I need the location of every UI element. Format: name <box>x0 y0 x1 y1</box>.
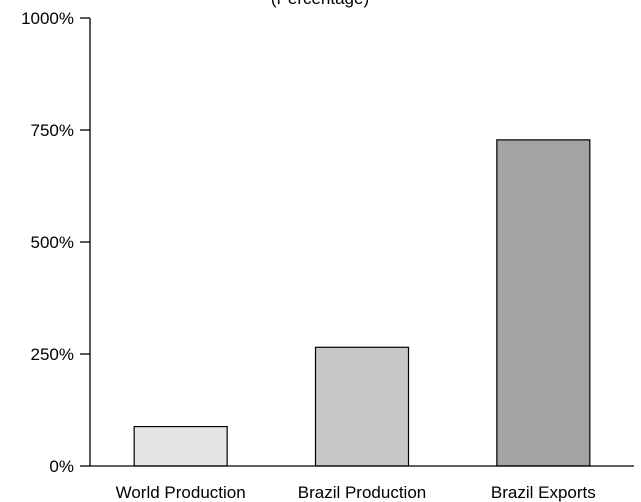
y-tick-label: 500% <box>31 233 74 252</box>
bars <box>133 139 591 467</box>
x-category-label: World Production <box>116 483 246 502</box>
x-axis: World Production Brazil Production Brazil … <box>90 465 634 502</box>
y-tick-label: 750% <box>31 121 74 140</box>
y-tick-label: 0% <box>49 457 74 476</box>
y-tick-label: 250% <box>31 345 74 364</box>
bar <box>133 425 228 467</box>
bar <box>496 139 591 467</box>
y-tick-label: 1000% <box>21 9 74 28</box>
x-category-label: Brazil Exports <box>491 483 596 502</box>
x-category-label: Brazil Production <box>298 483 427 502</box>
y-axis: 0% 250% 500% 750% 1000% <box>21 9 91 476</box>
chart-title: (Percentage) <box>271 0 369 8</box>
bar <box>314 346 410 467</box>
